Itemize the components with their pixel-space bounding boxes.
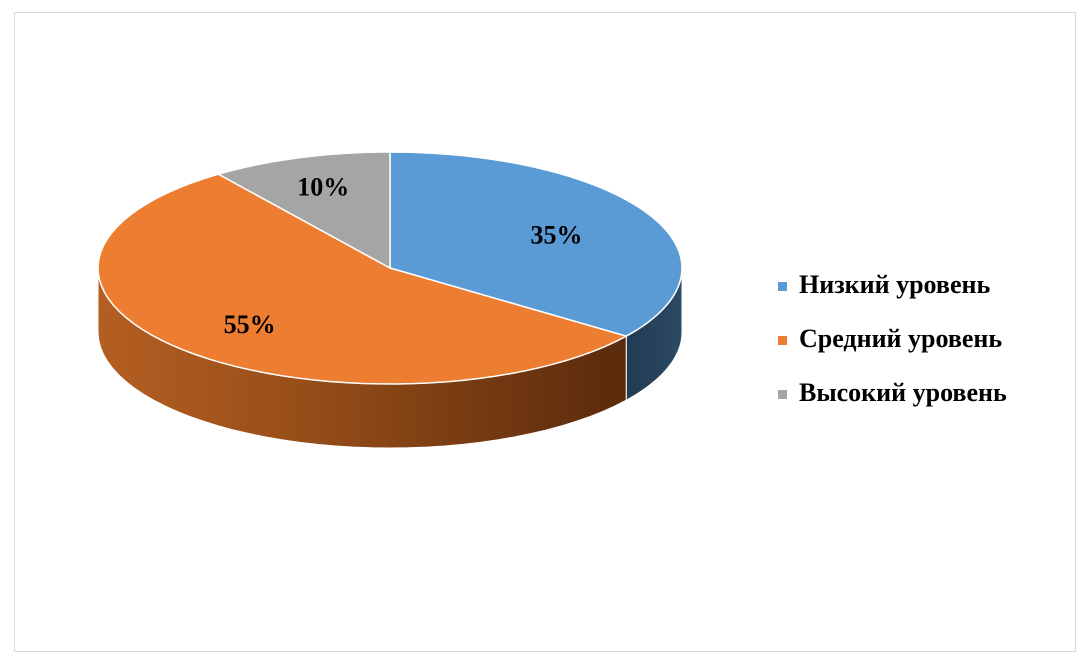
pie-data-labels: 35% 55% 10% bbox=[224, 172, 583, 338]
legend-item-low[interactable]: Низкий уровень bbox=[778, 258, 1007, 312]
data-label-low: 35% bbox=[531, 220, 583, 249]
pie-chart: 35% 55% 10% bbox=[97, 151, 683, 449]
data-label-medium: 55% bbox=[224, 310, 276, 339]
pie-slice-high[interactable] bbox=[216, 151, 391, 270]
legend-label-medium: Средний уровень bbox=[799, 324, 1003, 353]
legend-item-high[interactable]: Высокий уровень bbox=[778, 366, 1007, 420]
data-label-high: 10% bbox=[297, 172, 349, 201]
legend-label-high: Высокий уровень bbox=[799, 378, 1007, 407]
legend: Низкий уровень Средний уровень Высокий у… bbox=[778, 258, 1007, 420]
legend-swatch-medium bbox=[778, 335, 787, 345]
pie-slice-low[interactable] bbox=[389, 151, 683, 337]
legend-item-medium[interactable]: Средний уровень bbox=[778, 312, 1007, 366]
legend-swatch-high bbox=[778, 389, 787, 399]
pie-slice-medium[interactable] bbox=[97, 173, 629, 385]
legend-swatch-low bbox=[778, 281, 787, 291]
pie-tops bbox=[97, 151, 683, 385]
legend-label-low: Низкий уровень bbox=[799, 270, 991, 299]
